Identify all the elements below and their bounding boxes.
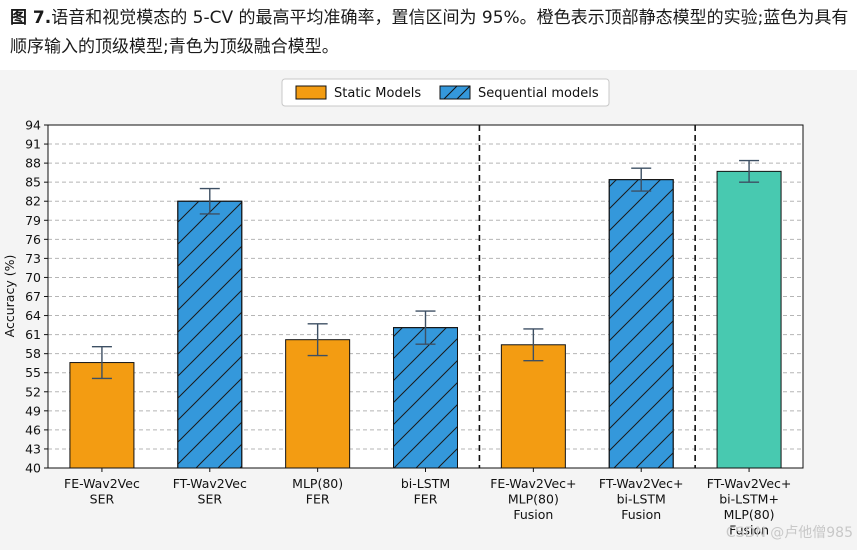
bar [500, 344, 566, 469]
y-tick-label: 67 [25, 289, 41, 304]
y-tick-label: 61 [25, 327, 41, 342]
y-tick-label: 43 [25, 441, 41, 456]
y-tick-label: 91 [25, 137, 41, 152]
y-axis-label: Accuracy (%) [2, 255, 17, 338]
x-tick-label-line: bi-LSTM [401, 476, 450, 491]
x-tick-label-line: bi-LSTM [617, 492, 666, 507]
x-tick-label-line: MLP(80) [292, 476, 343, 491]
watermark: CSDN @卢他僧985 [725, 525, 853, 541]
legend-hatch-line [443, 85, 458, 100]
bar [285, 339, 351, 469]
bar-hatch [393, 327, 458, 469]
y-tick-label: 82 [25, 194, 41, 209]
x-tick-label-line: MLP(80) [724, 507, 775, 522]
x-tick-label: bi-LSTM FER [401, 476, 450, 507]
x-tick-label-line: FT-Wav2Vec+ [599, 476, 684, 491]
x-tick-label-line: FE-Wav2Vec [64, 476, 140, 491]
y-tick-label: 76 [25, 232, 41, 247]
y-tick-label: 40 [25, 461, 41, 476]
bar-hatch [177, 200, 243, 469]
y-tick-label: 46 [25, 422, 41, 437]
legend: Static Models Sequential models [281, 78, 610, 107]
y-tick-label: 85 [25, 175, 41, 190]
x-tick-label-line: FER [306, 492, 330, 507]
y-tick-label: 55 [25, 365, 41, 380]
x-tick-label-line: Fusion [621, 507, 661, 522]
figure-number: 图 7. [10, 8, 52, 28]
bar-hatch [608, 179, 674, 469]
legend-swatch [295, 85, 327, 100]
y-tick-label: 88 [25, 156, 41, 171]
accuracy-bar-chart: 40 43 46 49 52 55 58 61 64 67 70 73 76 79 82 85 88 91 94 F… [2, 78, 804, 538]
x-tick-label-line: bi-LSTM+ [719, 492, 779, 507]
y-tick-label: 73 [25, 251, 41, 266]
x-tick-label-line: Fusion [513, 507, 553, 522]
x-tick-label-line: FT-Wav2Vec+ [707, 476, 792, 491]
legend-hatch-line [456, 85, 471, 100]
x-tick-label: FT-Wav2Vec+ bi-LSTM+ MLP(80) Fusion [707, 476, 792, 538]
x-tick-label-line: SER [90, 492, 115, 507]
x-tick-label-line: MLP(80) [508, 492, 559, 507]
x-tick-label: FE-Wav2Vec SER [64, 476, 140, 507]
y-tick-label: 58 [25, 346, 41, 361]
figure-caption: 图 7.语音和视觉模态的 5-CV 的最高平均准确率，置信区间为 95%。橙色表… [10, 4, 850, 62]
legend-label: Sequential models [478, 86, 599, 101]
y-tick-label: 79 [25, 213, 41, 228]
x-tick-label-line: Fusion [729, 523, 769, 538]
x-tick-label: FT-Wav2Vec+ bi-LSTM Fusion [599, 476, 684, 522]
bar [716, 170, 782, 469]
y-tick-label: 64 [25, 308, 41, 323]
caption-text: 语音和视觉模态的 5-CV 的最高平均准确率，置信区间为 95%。橙色表示顶部静… [10, 8, 849, 57]
legend-label: Static Models [334, 86, 421, 101]
figure-panel: 40 43 46 49 52 55 58 61 64 67 70 73 76 79 82 85 88 91 94 F… [0, 70, 857, 550]
x-tick-label-line: SER [198, 492, 223, 507]
y-tick-label: 52 [25, 384, 41, 399]
x-tick-label: MLP(80) FER [292, 476, 343, 507]
x-tick-label-line: FT-Wav2Vec [173, 476, 247, 491]
x-tick-label: FE-Wav2Vec+ MLP(80) Fusion [490, 476, 576, 522]
x-tick-label-line: FER [414, 492, 438, 507]
y-tick-label: 70 [25, 270, 41, 285]
y-tick-label: 49 [25, 403, 41, 418]
bar [69, 362, 135, 469]
y-tick-label: 94 [25, 118, 41, 133]
x-tick-label: FT-Wav2Vec SER [173, 476, 247, 507]
x-tick-label-line: FE-Wav2Vec+ [490, 476, 576, 491]
